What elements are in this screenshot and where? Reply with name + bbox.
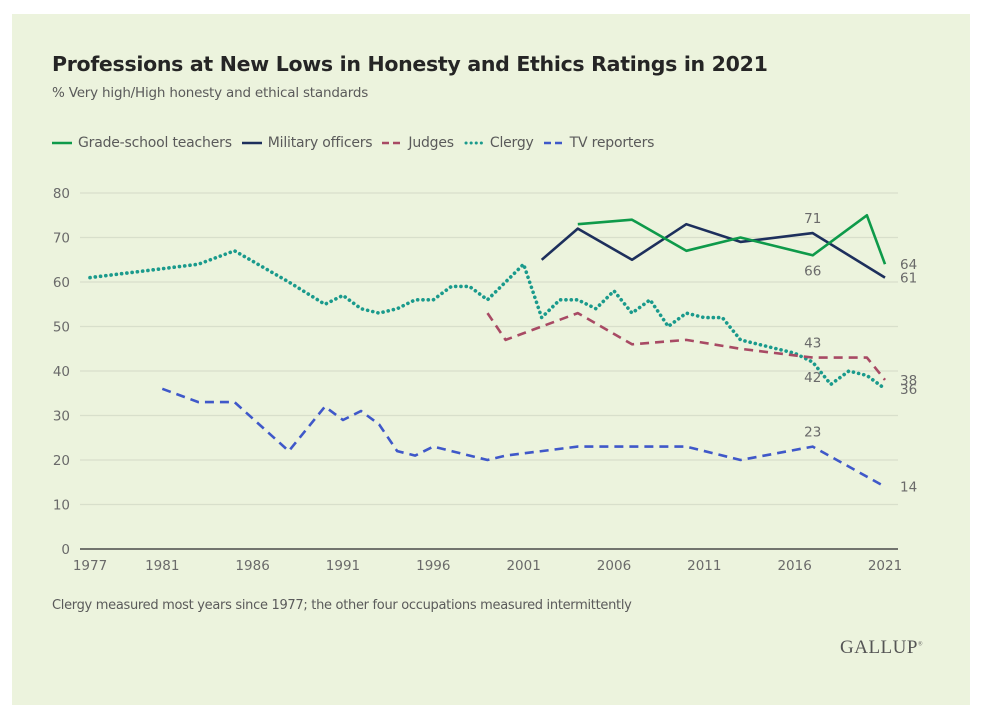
- legend-swatch-icon: [543, 141, 564, 145]
- y-tick-label: 80: [53, 186, 70, 202]
- x-tick-label: 2001: [506, 558, 540, 574]
- legend-label: TV reporters: [569, 135, 655, 151]
- data-label-military-officers: 71: [804, 211, 821, 227]
- legend-item-tv-reporters: TV reporters: [543, 135, 655, 151]
- data-label-clergy: 42: [804, 370, 821, 386]
- x-tick-label: 2011: [687, 558, 721, 574]
- x-tick-label: 1986: [235, 558, 269, 574]
- footnote: Clergy measured most years since 1977; t…: [52, 598, 632, 613]
- gallup-logo: GALLUP®: [840, 637, 923, 659]
- series-line-tv-reporters: [161, 387, 886, 488]
- y-tick-label: 40: [53, 364, 70, 380]
- x-tick-label: 1977: [73, 558, 107, 574]
- legend-item-military-officers: Military officers: [241, 135, 373, 151]
- x-tick-label: 2016: [777, 558, 811, 574]
- x-tick-label: 1996: [416, 558, 450, 574]
- data-label-military-officers: 61: [900, 271, 917, 287]
- legend-label: Judges: [408, 135, 454, 151]
- y-tick-label: 70: [53, 231, 70, 247]
- data-label-tv-reporters: 23: [804, 425, 821, 441]
- series-line-clergy: [88, 249, 887, 391]
- logo-registered-mark: ®: [917, 641, 924, 648]
- legend-item-clergy: Clergy: [464, 135, 534, 151]
- y-tick-label: 60: [53, 275, 70, 291]
- x-tick-label: 2006: [597, 558, 631, 574]
- data-label-grade-school-teachers: 64: [900, 257, 917, 273]
- chart-title: Professions at New Lows in Honesty and E…: [52, 52, 768, 76]
- legend-swatch-icon: [382, 141, 403, 145]
- series-line-military-officers: [540, 222, 886, 279]
- legend-label: Military officers: [267, 135, 373, 151]
- legend-swatch-icon: [52, 141, 72, 145]
- data-label-tv-reporters: 14: [900, 480, 917, 496]
- data-label-grade-school-teachers: 66: [804, 263, 821, 279]
- data-label-judges: 43: [804, 336, 821, 352]
- logo-text: GALLUP: [840, 637, 918, 658]
- series-line-judges: [486, 311, 887, 381]
- series-line-grade-school-teachers: [577, 214, 887, 265]
- chart-subtitle: % Very high/High honesty and ethical sta…: [52, 85, 369, 101]
- y-tick-label: 0: [61, 542, 70, 558]
- legend-swatch-icon: [464, 141, 484, 145]
- legend-swatch-icon: [241, 141, 262, 145]
- legend-label: Grade-school teachers: [78, 135, 232, 151]
- legend-item-judges: Judges: [382, 135, 454, 151]
- x-tick-label: 2021: [868, 558, 902, 574]
- legend: Grade-school teachers Military officers Ju…: [52, 135, 664, 151]
- y-tick-label: 20: [53, 453, 70, 469]
- x-tick-label: 1981: [145, 558, 179, 574]
- y-tick-label: 50: [53, 320, 70, 336]
- data-label-judges: 38: [900, 373, 917, 389]
- data-label-clergy: 36: [900, 382, 917, 398]
- y-tick-label: 10: [53, 498, 70, 514]
- legend-label: Clergy: [489, 135, 534, 151]
- legend-item-grade-school-teachers: Grade-school teachers: [52, 135, 232, 151]
- y-tick-label: 30: [53, 409, 70, 425]
- x-tick-label: 1991: [326, 558, 360, 574]
